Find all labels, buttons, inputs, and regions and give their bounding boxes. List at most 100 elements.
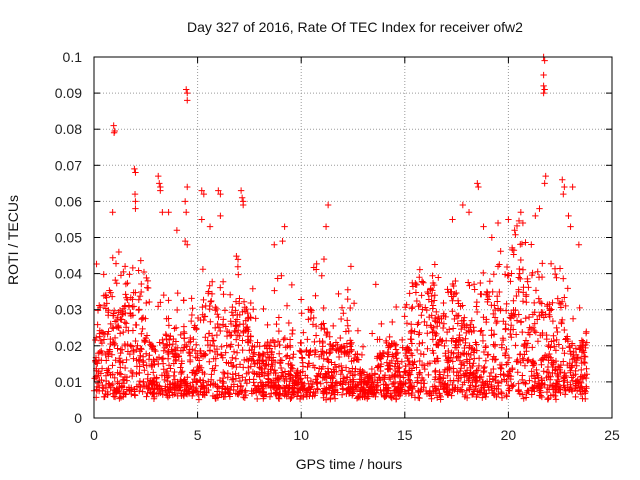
data-point — [102, 383, 110, 391]
data-point — [536, 298, 544, 306]
data-point — [479, 337, 487, 345]
data-point — [212, 304, 219, 311]
data-point — [242, 376, 249, 384]
data-point — [144, 277, 152, 285]
data-point — [478, 290, 485, 298]
data-point — [552, 396, 560, 403]
data-point — [239, 337, 246, 344]
data-point — [121, 263, 129, 270]
data-point — [519, 219, 527, 227]
data-point — [158, 372, 166, 379]
data-point — [494, 379, 502, 387]
data-point — [576, 304, 583, 312]
data-point — [490, 353, 497, 360]
data-point — [498, 377, 505, 385]
data-point — [383, 386, 390, 393]
data-point — [419, 306, 426, 313]
data-point — [181, 341, 189, 349]
data-point — [368, 365, 376, 373]
data-point — [109, 254, 116, 261]
data-point — [223, 359, 230, 366]
data-point — [548, 306, 555, 313]
data-point — [222, 323, 229, 330]
data-point — [344, 322, 352, 329]
data-point — [541, 381, 548, 388]
data-point — [110, 312, 117, 319]
data-point — [282, 353, 290, 361]
data-point — [460, 317, 467, 324]
data-point — [535, 295, 542, 302]
data-point — [316, 365, 323, 372]
data-point — [110, 307, 118, 314]
data-point — [451, 344, 459, 351]
data-point — [442, 350, 449, 357]
data-point — [313, 385, 321, 392]
data-point — [293, 385, 301, 392]
data-point — [538, 273, 546, 281]
data-point — [238, 194, 246, 201]
data-point — [239, 308, 246, 316]
data-point — [356, 379, 364, 386]
data-point — [405, 383, 413, 390]
data-point — [426, 388, 433, 396]
data-point — [432, 387, 439, 394]
data-point — [248, 390, 256, 397]
data-point — [558, 298, 566, 305]
data-point — [222, 386, 229, 393]
data-point — [343, 390, 350, 397]
data-point — [274, 376, 282, 384]
data-point — [151, 385, 158, 392]
data-point — [387, 393, 395, 401]
data-point — [198, 187, 205, 194]
data-point — [169, 340, 177, 348]
data-point — [286, 336, 294, 343]
data-point — [555, 363, 562, 370]
data-point — [350, 300, 358, 307]
data-point — [279, 369, 286, 376]
data-point — [136, 369, 143, 377]
data-point — [306, 348, 314, 356]
data-point — [230, 386, 237, 394]
data-point — [152, 347, 159, 355]
data-point — [546, 350, 553, 358]
data-point — [194, 363, 201, 371]
data-point — [202, 333, 209, 341]
data-point — [291, 379, 298, 386]
data-point — [432, 332, 439, 339]
data-point — [365, 393, 372, 400]
data-point — [199, 311, 206, 318]
data-point — [382, 337, 390, 345]
data-point — [498, 361, 506, 369]
data-point — [171, 368, 178, 376]
data-point — [112, 260, 120, 267]
data-point — [583, 339, 590, 346]
data-point — [131, 392, 139, 399]
data-point — [453, 289, 460, 297]
data-point — [99, 387, 106, 394]
data-point — [373, 355, 381, 362]
data-point — [447, 288, 454, 296]
data-point — [515, 388, 522, 395]
data-point — [347, 304, 354, 312]
data-point — [142, 350, 150, 357]
data-point — [526, 331, 534, 338]
data-point — [139, 388, 146, 395]
data-point — [243, 324, 250, 332]
data-point — [331, 361, 339, 368]
data-point — [404, 354, 411, 362]
data-point — [330, 366, 337, 373]
data-point — [109, 390, 117, 397]
data-point — [141, 367, 148, 374]
data-point — [153, 390, 161, 398]
data-point — [472, 339, 479, 346]
data-point — [171, 325, 178, 332]
data-point — [394, 384, 402, 391]
data-point — [543, 374, 550, 381]
data-point — [94, 321, 101, 328]
data-point — [217, 212, 224, 220]
data-point — [324, 201, 332, 209]
data-point — [546, 307, 554, 314]
y-tick-label: 0.05 — [55, 230, 82, 246]
data-point — [104, 391, 111, 398]
data-point — [565, 386, 573, 394]
